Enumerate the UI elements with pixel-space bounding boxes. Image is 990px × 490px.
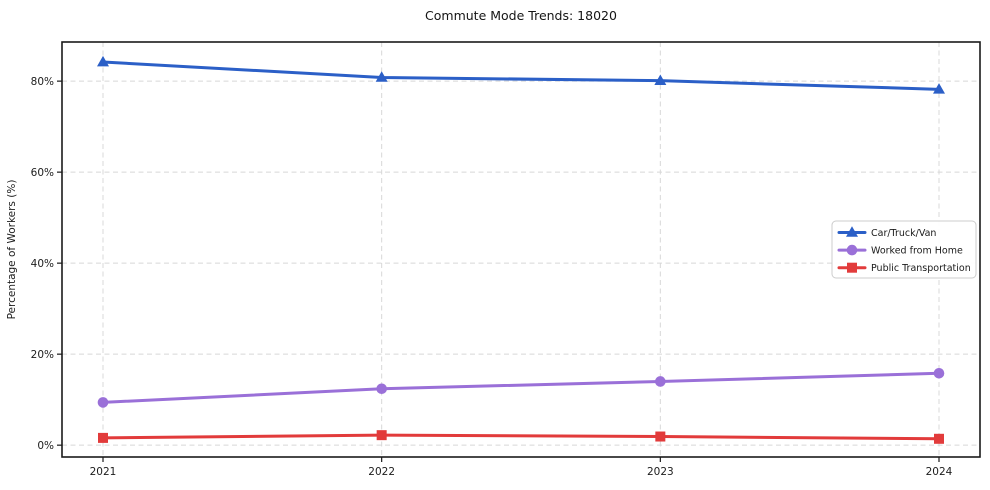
marker-public-transportation-2023 — [655, 431, 666, 442]
legend-label-public-transportation: Public Transportation — [871, 263, 971, 274]
chart-title: Commute Mode Trends: 18020 — [425, 8, 617, 23]
marker-worked-from-home-2021 — [97, 397, 109, 408]
legend-marker-public-transportation — [847, 262, 857, 273]
y-axis-label: Percentage of Workers (%) — [6, 180, 18, 320]
series-line-car-truck-van — [101, 60, 941, 91]
series-line-worked-from-home — [101, 371, 941, 404]
legend-label-car-truck-van: Car/Truck/Van — [871, 228, 936, 239]
marker-worked-from-home-2022 — [376, 383, 387, 395]
y-tick-label: 20% — [31, 349, 54, 361]
marker-car-truck-van-2021 — [97, 55, 109, 67]
legend-box — [831, 220, 977, 279]
legend-label-worked-from-home: Worked from Home — [871, 246, 963, 257]
x-tick-label: 2021 — [90, 466, 117, 478]
x-tick-label: 2023 — [647, 466, 674, 478]
series-line-public-transportation — [101, 433, 941, 441]
marker-car-truck-van-2023 — [654, 74, 667, 85]
y-tick-label: 60% — [31, 167, 54, 179]
x-tick-label: 2024 — [926, 466, 953, 478]
legend-marker-worked-from-home — [846, 244, 858, 256]
marker-worked-from-home-2024 — [933, 367, 945, 379]
marker-car-truck-van-2024 — [933, 83, 945, 94]
y-tick-label: 40% — [31, 258, 54, 270]
y-tick-label: 0% — [37, 440, 54, 452]
plot-border — [61, 41, 981, 458]
y-tick-label: 80% — [31, 76, 54, 88]
legend-marker-car-truck-van — [846, 226, 858, 237]
x-tick-label: 2022 — [368, 466, 395, 478]
marker-car-truck-van-2022 — [375, 71, 388, 82]
marker-public-transportation-2024 — [934, 433, 944, 444]
marker-public-transportation-2021 — [98, 432, 108, 443]
marker-worked-from-home-2023 — [655, 376, 666, 387]
marker-public-transportation-2022 — [376, 430, 387, 441]
